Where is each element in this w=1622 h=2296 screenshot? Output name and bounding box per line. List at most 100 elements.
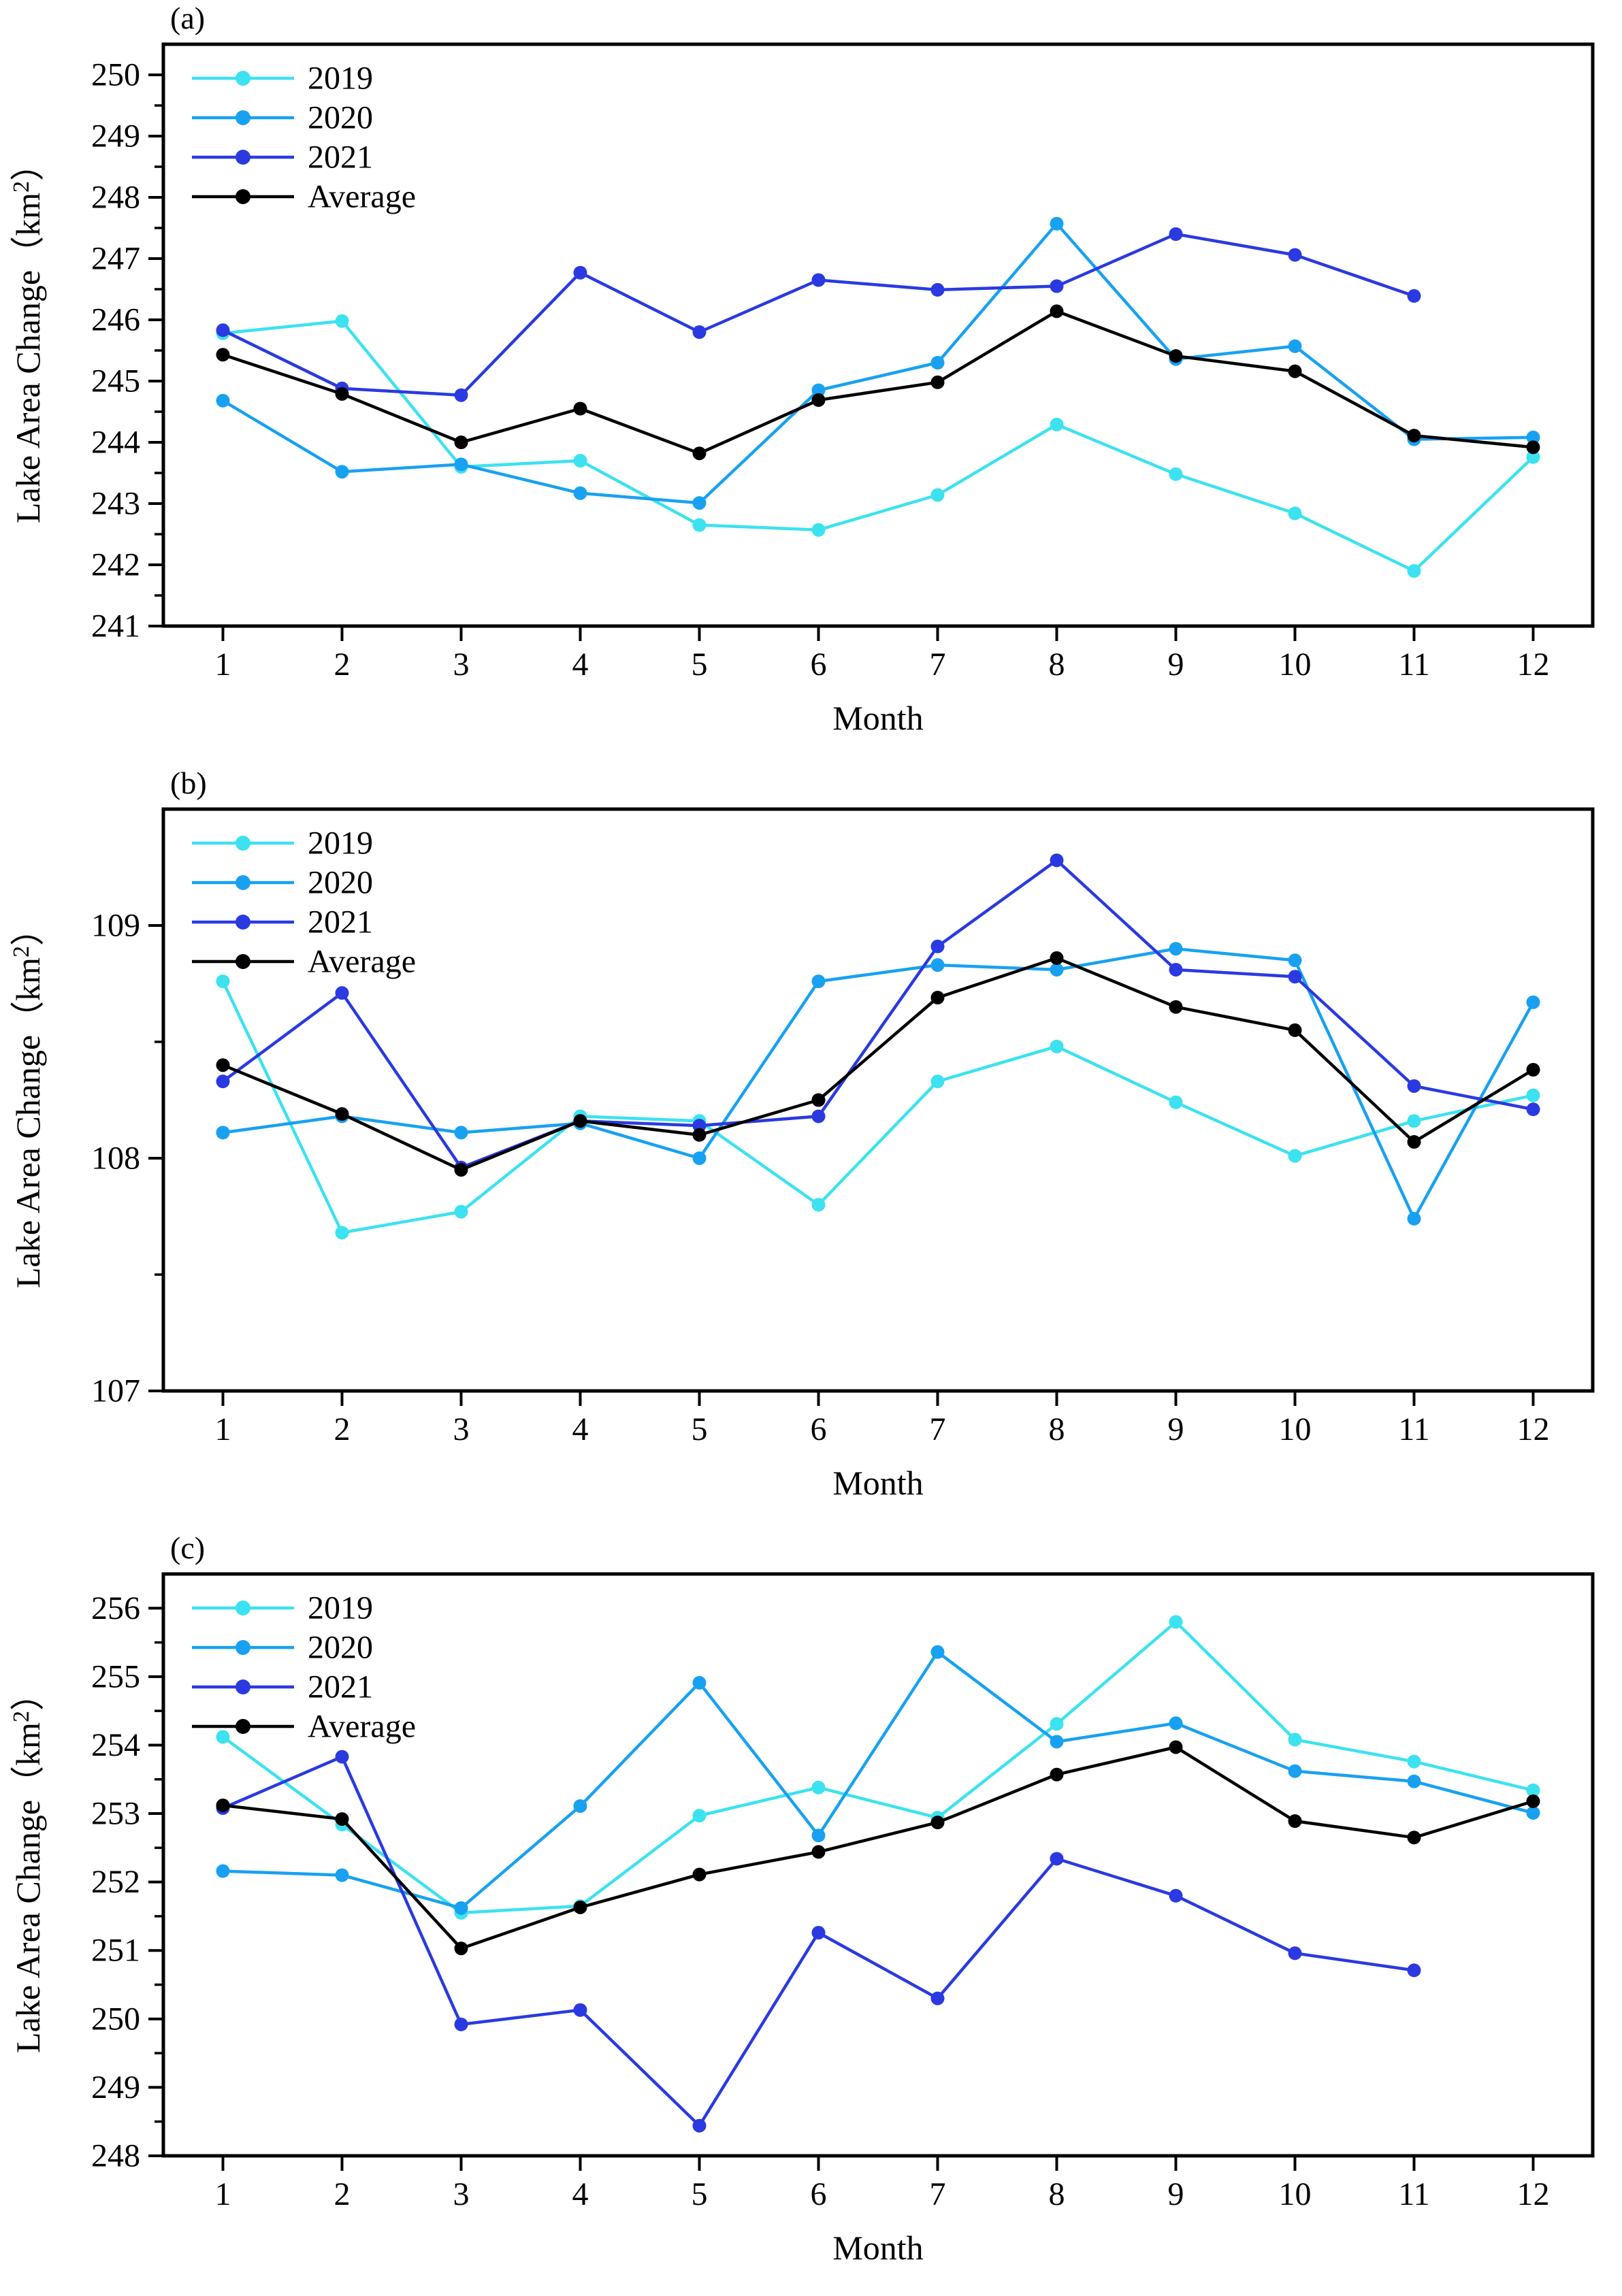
- x-tick-label: 12: [1517, 1411, 1550, 1447]
- legend-marker: [236, 1679, 250, 1694]
- series-2020-marker: [216, 1864, 230, 1878]
- x-tick-label: 1: [215, 2176, 231, 2212]
- x-tick-label: 1: [215, 1411, 231, 1447]
- series-Average-marker: [335, 1107, 349, 1121]
- series-2020-marker: [335, 465, 349, 479]
- series-2019-marker: [1407, 1114, 1421, 1128]
- series-2020-marker: [335, 1868, 349, 1882]
- series-2019-marker: [1050, 417, 1064, 431]
- y-axis-title: Lake Area Change（km2）: [9, 912, 47, 1288]
- series-Average-marker: [454, 1163, 468, 1177]
- series-2021-marker: [1526, 1102, 1540, 1117]
- series-Average-marker: [1526, 1794, 1540, 1808]
- series-2020-marker: [692, 1675, 707, 1690]
- legend-label: 2020: [308, 100, 373, 136]
- series-2020-marker: [1288, 1764, 1302, 1778]
- series-Average-marker: [1050, 1767, 1064, 1782]
- series-2019-marker: [216, 1730, 230, 1744]
- series-2021-marker: [1050, 853, 1064, 868]
- x-tick-label: 10: [1279, 646, 1312, 683]
- series-Average-marker: [216, 1058, 230, 1072]
- y-tick-label: 250: [91, 2001, 140, 2037]
- x-tick-label: 4: [572, 646, 589, 683]
- y-axis: 107 108 109: [91, 908, 163, 1409]
- series-2021-marker: [1407, 1079, 1421, 1093]
- x-tick-label: 7: [930, 1411, 946, 1447]
- x-tick-label: 6: [811, 646, 827, 683]
- x-tick-label: 10: [1279, 2176, 1312, 2212]
- series-2019: [216, 314, 1540, 578]
- series-Average-marker: [1169, 1740, 1183, 1754]
- series-Average-marker: [811, 1845, 826, 1859]
- series-Average-marker: [1169, 1000, 1183, 1014]
- series-2021-marker: [692, 325, 707, 339]
- series-2019-marker: [1288, 1733, 1302, 1747]
- series-Average: [216, 951, 1540, 1177]
- y-tick-label: 249: [91, 118, 140, 154]
- plot-border: [161, 1572, 1595, 2158]
- series-2021-marker: [1288, 970, 1302, 984]
- y-tick-label: 251: [91, 1933, 140, 1969]
- series-2019-marker: [335, 314, 349, 328]
- series-2021-marker: [1407, 289, 1421, 303]
- series-2019-marker: [1526, 1088, 1540, 1102]
- series-2021-marker: [1169, 1888, 1183, 1903]
- x-tick-label: 7: [930, 646, 946, 683]
- series-2019-marker: [454, 1204, 468, 1219]
- x-axis-title: Month: [832, 1464, 923, 1502]
- y-tick-label: 245: [91, 363, 140, 399]
- x-tick-label: 11: [1398, 646, 1429, 683]
- series-2019-marker: [811, 523, 826, 537]
- legend-marker: [236, 875, 250, 890]
- series-2019-marker: [216, 974, 230, 989]
- plot-border: [161, 42, 1595, 628]
- series-2020-marker: [1526, 1806, 1540, 1820]
- x-tick-label: 12: [1517, 2176, 1550, 2212]
- series-2019-marker: [930, 1075, 945, 1089]
- series-2021-marker: [1288, 248, 1302, 262]
- series-2020-marker: [1050, 1735, 1064, 1749]
- series-2021-marker: [811, 1109, 826, 1124]
- series-Average-marker: [573, 401, 587, 416]
- series-Average-marker: [573, 1900, 587, 1914]
- series-Average-marker: [454, 436, 468, 449]
- y-tick-label: 248: [91, 180, 140, 216]
- series-Average-line: [222, 956, 1534, 1172]
- series-2020-marker: [1169, 942, 1183, 956]
- series-Average-marker: [811, 393, 826, 407]
- series-2021: [216, 227, 1421, 402]
- series-Average-marker: [335, 387, 349, 401]
- x-tick-label: 5: [692, 2176, 708, 2212]
- legend-marker: [236, 836, 250, 851]
- x-axis: 1 2 3 4 5 6 7 8 9 10 11 12: [215, 1391, 1550, 1447]
- series-2020-line: [223, 1650, 1534, 1910]
- y-tick-label: 108: [91, 1141, 140, 1177]
- series-2021-marker: [573, 265, 587, 280]
- series-Average-marker: [1407, 429, 1421, 443]
- x-axis: 1 2 3 4 5 6 7 8 9 10 11 12: [215, 626, 1550, 683]
- x-tick-label: 8: [1049, 646, 1065, 683]
- series-2021-marker: [573, 2003, 587, 2017]
- series-2019-line: [222, 1620, 1534, 1915]
- series-Average-line: [223, 1745, 1534, 1950]
- series-2019-marker: [1169, 467, 1183, 481]
- x-tick-label: 9: [1168, 1411, 1184, 1447]
- series-Average: [216, 304, 1540, 461]
- panel-label: (c): [170, 1530, 205, 1565]
- legend-label: 2021: [308, 140, 373, 176]
- series-2021-marker: [930, 939, 945, 953]
- series-2020-marker: [1288, 953, 1302, 968]
- x-axis-title: Month: [832, 2229, 923, 2267]
- x-tick-label: 9: [1168, 646, 1184, 683]
- y-tick-label: 255: [91, 1658, 140, 1694]
- series-Average-marker: [216, 348, 230, 362]
- x-tick-label: 2: [334, 646, 351, 683]
- series-2019-marker: [811, 1198, 826, 1212]
- series-Average-marker: [1407, 1135, 1421, 1149]
- series-2019-marker: [811, 1780, 826, 1794]
- legend-label: 2020: [308, 865, 373, 901]
